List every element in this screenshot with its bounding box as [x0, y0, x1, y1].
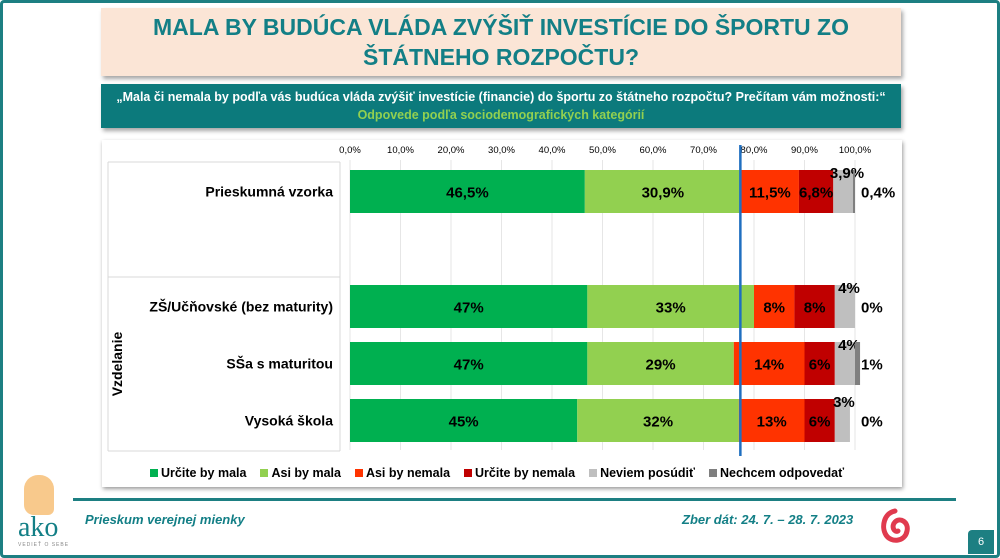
bar-segment — [834, 399, 850, 442]
bar-segment — [584, 170, 741, 213]
legend-label: Neviem posúdiť — [600, 466, 695, 480]
data-label: 6% — [809, 357, 831, 374]
bar-segment — [350, 342, 588, 385]
bar-segment — [794, 285, 835, 328]
bar-segment — [798, 170, 834, 213]
footer-survey: Prieskum verejnej mienky — [85, 512, 245, 527]
head-icon — [24, 475, 54, 515]
data-label: 46,5% — [446, 185, 489, 202]
data-label: 30,9% — [642, 185, 685, 202]
page-number: 6 — [968, 530, 994, 554]
data-label: 0% — [861, 300, 883, 317]
bar-segment — [834, 342, 855, 385]
legend-swatch — [260, 469, 269, 477]
spiral-logo-icon — [881, 508, 910, 543]
legend-item: Neviem posúdiť — [589, 466, 695, 480]
title-box: MALA BY BUDÚCA VLÁDA ZVÝŠIŤ INVESTÍCIE D… — [101, 8, 901, 76]
legend-swatch — [708, 469, 717, 477]
data-label: 11,5% — [749, 185, 791, 202]
x-tick-label: 20,0% — [438, 145, 465, 156]
legend-swatch — [589, 469, 598, 477]
category-label: Prieskumná vzorka — [205, 184, 333, 200]
legend-item: Asi by nemala — [354, 466, 451, 480]
data-label: 6% — [809, 414, 831, 431]
x-tick-label: 60,0% — [640, 145, 667, 156]
data-label: 6,8% — [799, 185, 833, 202]
data-label: 33% — [656, 300, 686, 317]
category-label: Vysoká škola — [245, 413, 333, 429]
data-label: 8% — [804, 300, 826, 317]
legend: Určite by mala Asi by mala Asi by nemala Ur… — [150, 466, 844, 480]
legend-swatch — [354, 469, 363, 477]
data-label: 4% — [838, 280, 860, 297]
legend-item: Určite by nemala — [464, 466, 575, 480]
x-tick-label: 100,0% — [839, 145, 872, 156]
data-label: 8% — [763, 300, 785, 317]
category-label: SŠa s maturitou — [226, 355, 333, 372]
data-label: 32% — [643, 414, 673, 431]
legend-label: Určite by mala — [161, 466, 247, 480]
data-label: 3,9% — [830, 165, 864, 182]
logo-tagline: VEDIEŤ O SEBE — [18, 542, 70, 548]
x-tick-label: 30,0% — [488, 145, 515, 156]
data-label: 47% — [454, 300, 484, 317]
data-label: 45% — [449, 414, 479, 431]
x-tick-label: 10,0% — [387, 145, 414, 156]
ako-logo: ako VEDIEŤ O SEBE — [10, 470, 75, 550]
data-label: 1% — [861, 357, 883, 374]
bar-segment — [350, 285, 588, 328]
legend-item: Nechcem odpovedať — [708, 466, 845, 480]
bar-segment — [855, 342, 861, 385]
data-label: 29% — [646, 357, 676, 374]
data-label: 0,4% — [861, 185, 895, 202]
footer-divider — [73, 498, 956, 501]
data-label: 14% — [754, 357, 784, 374]
bar-segment — [587, 285, 754, 328]
x-tick-label: 70,0% — [690, 145, 717, 156]
group-label: Vzdelanie — [109, 332, 125, 397]
data-label: 47% — [454, 357, 484, 374]
legend-label: Nechcem odpovedať — [719, 466, 845, 480]
footer-date: Zber dát: 24. 7. – 28. 7. 2023 — [682, 512, 854, 527]
bar-segment — [740, 170, 799, 213]
x-tick-label: 80,0% — [741, 145, 768, 156]
bar-segment — [587, 342, 734, 385]
legend-label: Určite by nemala — [475, 466, 576, 480]
question-subtitle: Odpovede podľa sociodemografických kateg… — [357, 108, 645, 122]
bar-segment — [754, 285, 795, 328]
bar-segment — [834, 285, 855, 328]
slide-title: MALA BY BUDÚCA VLÁDA ZVÝŠIŤ INVESTÍCIE D… — [153, 14, 849, 70]
bar-segment — [733, 342, 805, 385]
legend-swatch — [150, 469, 158, 477]
bar-segment — [833, 170, 853, 213]
x-tick-label: 90,0% — [791, 145, 818, 156]
x-tick-label: 40,0% — [539, 145, 566, 156]
bar-segment — [577, 399, 739, 442]
question-box: „Mala či nemala by podľa vás budúca vlád… — [101, 84, 901, 128]
bar-segment — [738, 399, 805, 442]
bar-segment — [350, 170, 585, 213]
legend-label: Asi by nemala — [365, 466, 451, 480]
bar-segment — [804, 399, 835, 442]
legend-swatch — [464, 469, 473, 477]
x-tick-label: 50,0% — [589, 145, 616, 156]
bar-segment — [804, 342, 835, 385]
legend-label: Asi by mala — [271, 466, 341, 480]
logo-text: ako — [18, 512, 59, 543]
data-label: 13% — [757, 414, 787, 431]
legend-item: Asi by mala — [260, 466, 341, 480]
data-label: 0% — [861, 414, 883, 431]
bar-segment — [350, 399, 578, 442]
data-label: 4% — [838, 337, 860, 354]
x-tick-label: 0,0% — [339, 145, 361, 156]
data-label: 3% — [833, 394, 855, 411]
category-label: ZŠ/Učňovské (bez maturity) — [149, 298, 333, 315]
legend-item: Určite by mala — [150, 466, 246, 480]
bar-segment — [852, 170, 855, 213]
question-text: „Mala či nemala by podľa vás budúca vlád… — [116, 90, 886, 104]
